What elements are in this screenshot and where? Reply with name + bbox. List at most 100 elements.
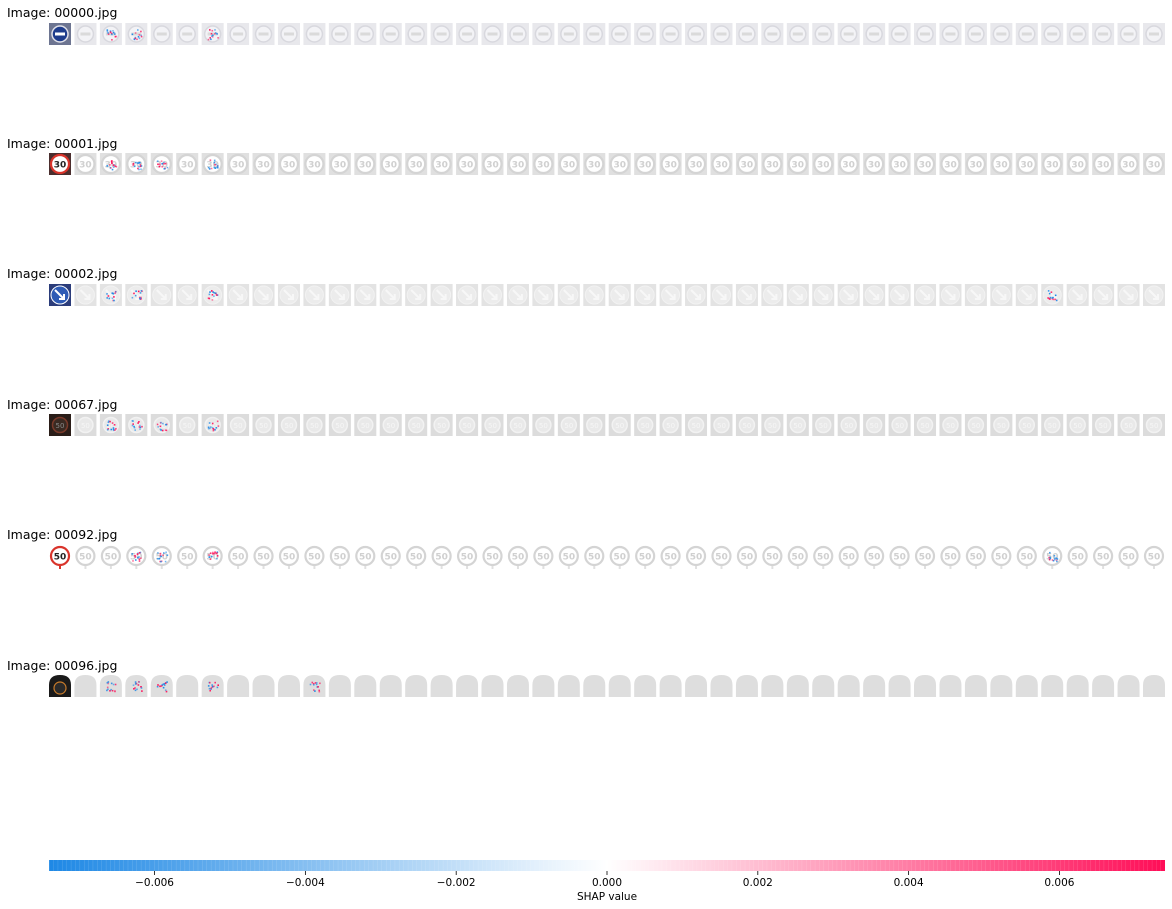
shap-heatmap-cell [786,675,809,697]
shap-heatmap-cell [1066,675,1089,697]
shap-heatmap-cell: 50 [786,545,809,569]
shap-heatmap-cell [176,675,199,697]
svg-text:30: 30 [206,161,219,171]
shap-heatmap-cell [74,675,97,697]
shap-heatmap-cell [964,23,987,45]
shap-heatmap-cell: 30 [379,153,402,175]
svg-text:50: 50 [1150,422,1159,430]
shap-heatmap-cell: 50 [634,545,657,569]
image-row: Image: 00000.jpg [7,5,1165,45]
svg-text:50: 50 [615,422,624,430]
svg-text:30: 30 [1097,161,1110,171]
svg-text:50: 50 [768,422,777,430]
shap-heatmap-cell [481,23,504,45]
shap-heatmap-cell: 30 [888,153,911,175]
svg-text:50: 50 [1046,553,1059,563]
svg-text:50: 50 [285,422,294,430]
shap-heatmap-cell [634,23,657,45]
svg-text:50: 50 [564,422,573,430]
shap-heatmap-cell: 50 [1143,545,1165,569]
shap-heatmap-cell [685,284,708,306]
svg-text:50: 50 [156,553,169,563]
shap-heatmap-cell: 50 [176,414,199,436]
shap-heatmap-cell [710,23,733,45]
shap-heatmap-cell: 50 [1015,545,1038,569]
shap-heatmap-cell [1066,23,1089,45]
shap-heatmap-cell: 50 [252,414,275,436]
svg-text:50: 50 [132,422,141,430]
shap-heatmap-cell [405,284,428,306]
shap-heatmap-cell: 50 [328,545,351,569]
row-label: Image: 00002.jpg [7,266,117,281]
shap-heatmap-cell: 50 [685,414,708,436]
svg-text:50: 50 [766,553,779,563]
shap-heatmap-cell [74,284,97,306]
shap-heatmap-cell: 30 [557,153,580,175]
colorbar-tick-label: 0.000 [592,877,622,889]
svg-text:50: 50 [639,553,652,563]
svg-text:50: 50 [54,553,67,563]
colorbar-tick-label: −0.004 [286,877,325,889]
original-image: 50 [49,414,71,436]
shap-heatmap-cell [430,284,453,306]
shap-heatmap-cell: 50 [939,545,962,569]
shap-heatmap-cell [506,284,529,306]
shap-heatmap-cell: 30 [761,153,784,175]
svg-text:50: 50 [56,422,65,430]
colorbar-tick-label: 0.004 [894,877,924,889]
row-label: Image: 00000.jpg [7,5,117,20]
shap-heatmap-cell: 30 [914,153,937,175]
shap-heatmap-cell: 50 [1092,545,1115,569]
svg-text:50: 50 [486,553,499,563]
shap-heatmap-cell: 50 [405,545,428,569]
shap-heatmap-cell [939,675,962,697]
shap-heatmap-cell [1143,675,1165,697]
shap-heatmap-cell [405,23,428,45]
svg-text:50: 50 [437,422,446,430]
shap-heatmap-cell: 50 [990,414,1013,436]
shap-heatmap-cell [1015,23,1038,45]
svg-text:50: 50 [384,553,397,563]
shap-heatmap-cell: 30 [405,153,428,175]
shap-heatmap-cell: 30 [685,153,708,175]
svg-text:50: 50 [666,422,675,430]
shap-heatmap-cell: 30 [608,153,631,175]
shap-heatmap-cell [1117,23,1140,45]
svg-text:50: 50 [563,553,576,563]
shap-heatmap-cell: 30 [328,153,351,175]
svg-text:50: 50 [208,422,217,430]
svg-text:50: 50 [539,422,548,430]
shap-heatmap-cell: 30 [252,153,275,175]
shap-heatmap-cell: 50 [1092,414,1115,436]
shap-heatmap-cell: 50 [354,414,377,436]
shap-heatmap-cell [125,675,148,697]
shap-heatmap-cell [964,284,987,306]
svg-text:50: 50 [715,553,728,563]
svg-text:30: 30 [1148,161,1161,171]
shap-heatmap-cell [201,675,224,697]
shap-heatmap-cell [659,675,682,697]
shap-heatmap-cell: 50 [863,414,886,436]
svg-text:30: 30 [486,161,499,171]
svg-text:30: 30 [944,161,957,171]
svg-text:50: 50 [106,422,115,430]
shap-heatmap-cell: 30 [964,153,987,175]
shap-heatmap-cell [176,284,199,306]
shap-heatmap-cell: 50 [557,414,580,436]
svg-text:30: 30 [893,161,906,171]
shap-heatmap-cell: 50 [456,545,479,569]
svg-text:50: 50 [1122,553,1135,563]
shap-heatmap-cell [761,23,784,45]
shap-heatmap-cell [990,284,1013,306]
svg-text:30: 30 [283,161,296,171]
shap-heatmap-cell [252,284,275,306]
shap-heatmap-cell: 50 [1117,545,1140,569]
shap-heatmap-cell [557,675,580,697]
shap-heatmap-cell [456,284,479,306]
svg-text:50: 50 [334,553,347,563]
svg-text:30: 30 [257,161,270,171]
svg-text:50: 50 [844,422,853,430]
shap-heatmap-cell [837,284,860,306]
shap-heatmap-cell: 50 [481,545,504,569]
shap-heatmap-cell: 30 [634,153,657,175]
